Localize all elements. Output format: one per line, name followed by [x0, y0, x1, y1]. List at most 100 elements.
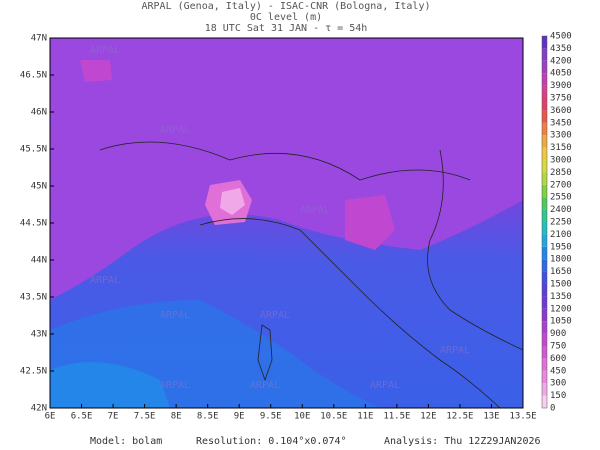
colorbar-label: 2250: [550, 218, 572, 228]
border: [99, 141, 471, 181]
colorbar-band: [542, 110, 547, 123]
colorbar-label: 4200: [550, 56, 572, 66]
lon-label: 10E: [294, 412, 310, 422]
lon-label: 6E: [45, 412, 56, 422]
lat-label: 42.5N: [20, 367, 47, 377]
colorbar-label: 1800: [550, 255, 572, 265]
lat-label: 43.5N: [20, 293, 47, 303]
colorbar-band: [542, 383, 547, 396]
colorbar-band: [542, 209, 547, 222]
colorbar-label: 3600: [550, 106, 572, 116]
colorbar-label: 4350: [550, 44, 572, 54]
colorbar-band: [542, 60, 547, 74]
colorbar-band: [542, 160, 547, 173]
lon-label: 10.5E: [320, 412, 347, 422]
colorbar-label: 150: [550, 391, 566, 401]
lon-label: 11E: [357, 412, 373, 422]
lat-label: 46N: [31, 108, 47, 118]
colorbar-label: 1350: [550, 292, 572, 302]
lat-label: 44N: [31, 256, 47, 266]
field-north: [50, 38, 523, 300]
colorbar-label: 2850: [550, 168, 572, 178]
low-freezing-area: [80, 60, 112, 82]
colorbar-label: 900: [550, 329, 566, 339]
colorbar-frame: [541, 35, 548, 409]
colorbar-label: 1500: [550, 280, 572, 290]
colorbar-band: [542, 85, 547, 98]
colorbar-label: 1950: [550, 242, 572, 252]
island: [257, 324, 273, 382]
colorbar-band: [542, 246, 547, 260]
watermark: ARPAL: [260, 310, 290, 321]
colorbar-band: [542, 333, 547, 346]
coastline: [199, 218, 501, 409]
colorbar-label: 3000: [550, 156, 572, 166]
watermark: ARPAL: [160, 310, 190, 321]
lon-label: 8E: [171, 412, 182, 422]
colorbar-band: [542, 222, 547, 235]
colorbar-band: [542, 284, 547, 297]
colorbar-label: 1050: [550, 317, 572, 327]
watermark: ARPAL: [370, 380, 400, 391]
watermark: ARPAL: [250, 380, 280, 391]
colorbar-band: [542, 321, 547, 334]
watermark: ARPAL: [160, 125, 190, 136]
lat-label: 43N: [31, 330, 47, 340]
colorbar-label: 2100: [550, 230, 572, 240]
lat-label: 45.5N: [20, 145, 47, 155]
colorbar-label: 450: [550, 366, 566, 376]
colorbar-label: 3450: [550, 118, 572, 128]
colorbar-label: 2700: [550, 180, 572, 190]
coastline: [427, 149, 524, 351]
watermark: ARPAL: [90, 45, 120, 56]
low-freezing-area: [345, 195, 395, 250]
colorbar-label: 4050: [550, 69, 572, 79]
colorbar-band: [542, 135, 547, 148]
header-line: 18 UTC Sat 31 JAN - τ = 54h: [205, 23, 368, 34]
colorbar-band: [542, 296, 547, 309]
footer-analysis: Analysis: Thu 12Z29JAN2026: [384, 436, 541, 447]
footer-model: Model: bolam: [90, 436, 162, 447]
colorbar-label: 600: [550, 354, 566, 364]
lon-label: 9E: [234, 412, 245, 422]
colorbar-band: [542, 395, 547, 408]
header-line: 0C level (m): [250, 12, 322, 23]
colorbar-label: 4500: [550, 32, 572, 42]
lon-label: 6.5E: [71, 412, 93, 422]
colorbar-band: [542, 259, 547, 272]
colorbar-label: 3150: [550, 143, 572, 153]
map-area: [49, 37, 524, 409]
lat-label: 46.5N: [20, 71, 47, 81]
colorbar-band: [542, 197, 547, 210]
footer-resolution: Resolution: 0.104°x0.074°: [196, 436, 347, 447]
colorbar-band: [542, 358, 547, 371]
colorbar-band: [542, 184, 547, 198]
lat-label: 45N: [31, 182, 47, 192]
lat-label: 42N: [31, 404, 47, 414]
colorbar-label: 0: [550, 404, 555, 414]
header-line: ARPAL (Genoa, Italy) - ISAC-CNR (Bologna…: [142, 1, 431, 12]
lat-label: 47N: [31, 34, 47, 44]
colorbar-band: [542, 346, 547, 359]
colorbar-band: [542, 98, 547, 111]
colorbar-band: [542, 234, 547, 247]
lon-label: 7.5E: [134, 412, 156, 422]
colorbar-band: [542, 73, 547, 86]
lon-label: 12E: [420, 412, 436, 422]
watermark: ARPAL: [160, 380, 190, 391]
lon-label: 13.5E: [509, 412, 536, 422]
lat-label: 44.5N: [20, 219, 47, 229]
colorbar-band: [542, 308, 547, 322]
colorbar-label: 3750: [550, 94, 572, 104]
lon-label: 12.5E: [446, 412, 473, 422]
colorbar-label: 300: [550, 379, 566, 389]
lon-label: 13E: [483, 412, 499, 422]
colorbar-label: 750: [550, 342, 566, 352]
colorbar-band: [542, 122, 547, 136]
colorbar-label: 2400: [550, 205, 572, 215]
colorbar-label: 3300: [550, 131, 572, 141]
colorbar-label: 3900: [550, 81, 572, 91]
colorbar-band: [542, 370, 547, 384]
